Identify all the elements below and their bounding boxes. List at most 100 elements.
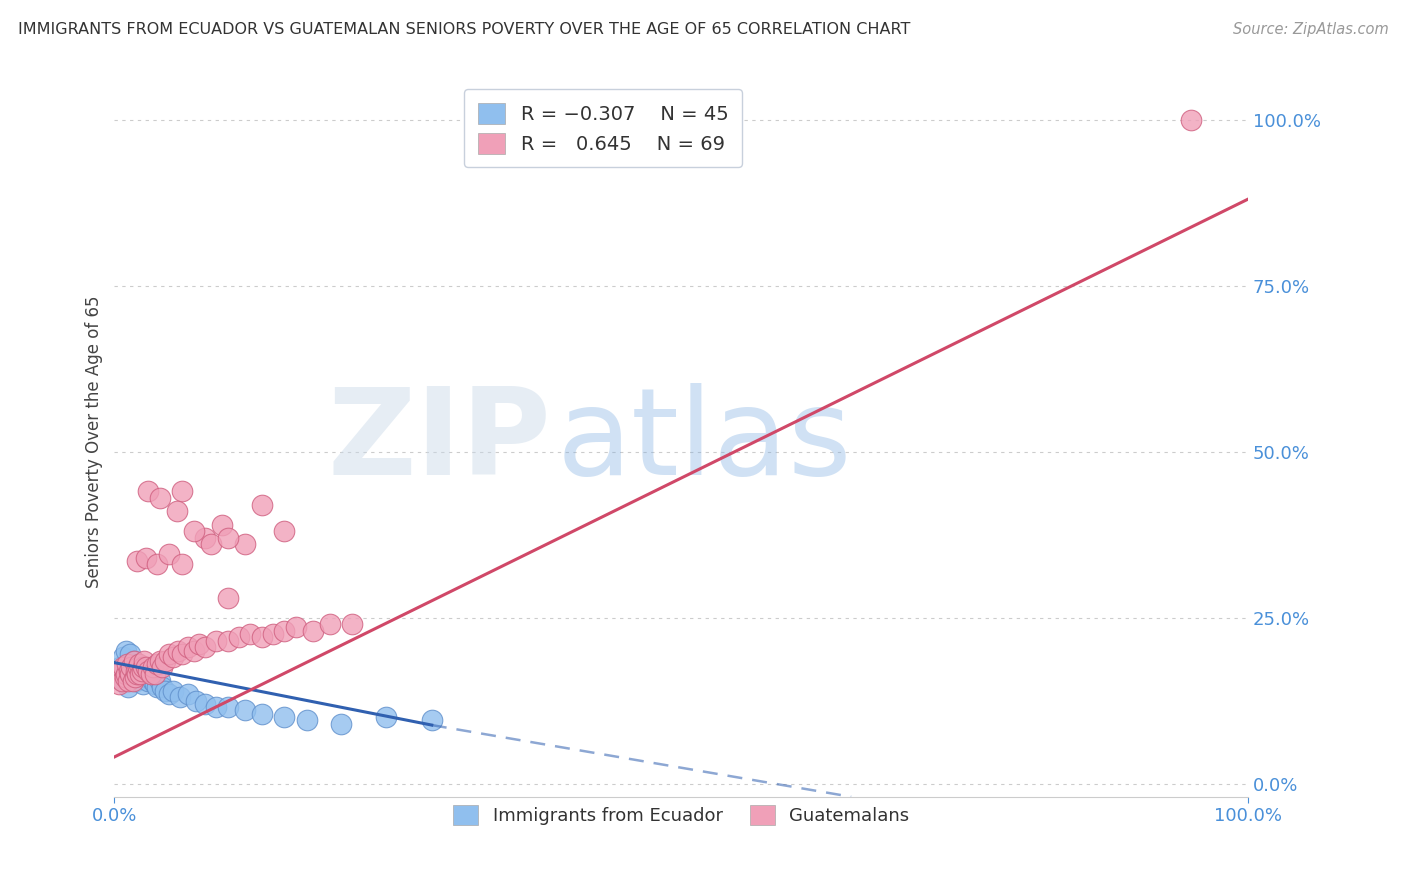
Point xyxy=(146,558,169,572)
Point xyxy=(233,703,256,717)
Point xyxy=(273,710,295,724)
Point xyxy=(188,637,211,651)
Point xyxy=(135,550,157,565)
Point xyxy=(211,517,233,532)
Point xyxy=(132,677,155,691)
Point xyxy=(150,660,173,674)
Point xyxy=(233,537,256,551)
Point xyxy=(114,670,136,684)
Point xyxy=(194,640,217,655)
Point xyxy=(301,624,323,638)
Point xyxy=(125,667,148,681)
Point xyxy=(131,660,153,674)
Point xyxy=(122,654,145,668)
Legend: Immigrants from Ecuador, Guatemalans: Immigrants from Ecuador, Guatemalans xyxy=(444,796,918,834)
Point xyxy=(217,591,239,605)
Text: atlas: atlas xyxy=(557,383,852,500)
Point xyxy=(142,673,165,688)
Point xyxy=(319,617,342,632)
Point xyxy=(342,617,364,632)
Point xyxy=(295,714,318,728)
Point xyxy=(166,504,188,518)
Point xyxy=(139,667,162,681)
Point xyxy=(250,631,273,645)
Point xyxy=(132,667,155,681)
Y-axis label: Seniors Poverty Over the Age of 65: Seniors Poverty Over the Age of 65 xyxy=(86,295,103,588)
Point xyxy=(124,660,146,674)
Point xyxy=(117,680,139,694)
Point xyxy=(162,683,184,698)
Point xyxy=(184,693,207,707)
Point xyxy=(138,673,160,688)
Point xyxy=(157,548,180,562)
Point xyxy=(217,531,239,545)
Point xyxy=(228,631,250,645)
Point xyxy=(125,554,148,568)
Point xyxy=(139,667,162,681)
Point xyxy=(122,654,145,668)
Text: IMMIGRANTS FROM ECUADOR VS GUATEMALAN SENIORS POVERTY OVER THE AGE OF 65 CORRELA: IMMIGRANTS FROM ECUADOR VS GUATEMALAN SE… xyxy=(18,22,911,37)
Point xyxy=(150,680,173,694)
Point xyxy=(114,644,136,658)
Point xyxy=(142,660,165,674)
Point xyxy=(128,664,150,678)
Point xyxy=(127,657,149,671)
Point xyxy=(127,660,149,674)
Point xyxy=(138,484,160,499)
Point xyxy=(120,660,142,674)
Point xyxy=(1180,112,1202,127)
Point xyxy=(284,620,307,634)
Point xyxy=(250,498,273,512)
Point xyxy=(129,670,152,684)
Point xyxy=(162,650,184,665)
Point xyxy=(183,644,205,658)
Point xyxy=(250,706,273,721)
Point xyxy=(143,667,166,681)
Point xyxy=(149,673,172,688)
Text: Source: ZipAtlas.com: Source: ZipAtlas.com xyxy=(1233,22,1389,37)
Point xyxy=(121,670,143,684)
Point xyxy=(183,524,205,539)
Point xyxy=(132,660,155,674)
Point xyxy=(205,700,228,714)
Point xyxy=(118,657,141,671)
Point xyxy=(135,660,157,674)
Text: ZIP: ZIP xyxy=(328,383,551,500)
Point xyxy=(118,664,141,678)
Point xyxy=(157,687,180,701)
Point xyxy=(132,654,155,668)
Point xyxy=(146,657,169,671)
Point xyxy=(273,624,295,638)
Point xyxy=(134,664,156,678)
Point xyxy=(128,657,150,671)
Point xyxy=(120,667,142,681)
Point xyxy=(177,687,200,701)
Point xyxy=(138,664,160,678)
Point xyxy=(124,670,146,684)
Point xyxy=(205,633,228,648)
Point xyxy=(194,531,217,545)
Point xyxy=(125,667,148,681)
Point xyxy=(177,640,200,655)
Point xyxy=(217,700,239,714)
Point xyxy=(112,660,135,674)
Point xyxy=(172,647,194,661)
Point xyxy=(194,697,217,711)
Point xyxy=(112,650,135,665)
Point xyxy=(143,677,166,691)
Point xyxy=(135,670,157,684)
Point xyxy=(117,673,139,688)
Point xyxy=(108,677,131,691)
Point xyxy=(169,690,191,705)
Point xyxy=(273,524,295,539)
Point xyxy=(110,664,132,678)
Point xyxy=(120,647,142,661)
Point xyxy=(131,664,153,678)
Point xyxy=(172,558,194,572)
Point xyxy=(146,680,169,694)
Point xyxy=(217,633,239,648)
Point xyxy=(262,627,284,641)
Point xyxy=(121,673,143,688)
Point xyxy=(375,710,398,724)
Point xyxy=(420,714,443,728)
